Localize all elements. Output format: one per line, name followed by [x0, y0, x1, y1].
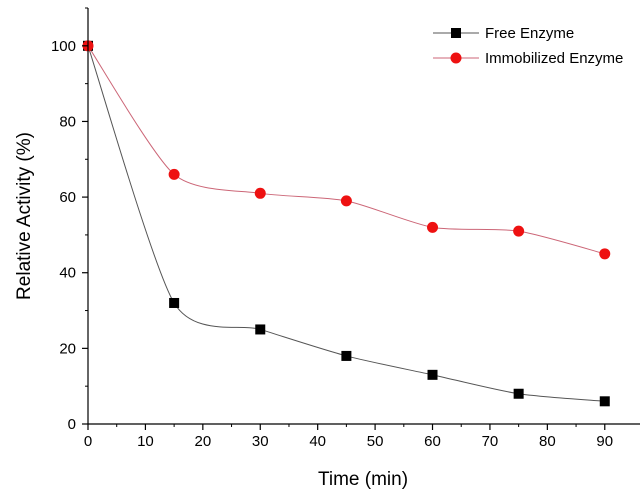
tick-labels: 0 10 20 30 40 50 60 70 80 90 0 20 40 60 80 100 [51, 38, 613, 450]
y-tick-label: 0 [68, 416, 76, 433]
x-tick-label: 0 [84, 433, 92, 450]
y-axis-title: Relative Activity (%) [14, 132, 35, 300]
x-tick-label: 90 [596, 433, 613, 450]
series-line-1 [87, 45, 605, 255]
series-lines [87, 45, 605, 402]
x-tick-label: 80 [539, 433, 556, 450]
data-point-series-0 [427, 369, 438, 380]
data-point-series-1 [513, 225, 525, 237]
legend-label: Immobilized Enzyme [485, 50, 623, 67]
data-point-series-0 [341, 350, 352, 361]
x-tick-label: 50 [367, 433, 384, 450]
legend: Free Enzyme Immobilized Enzyme [433, 25, 623, 67]
x-tick-label: 40 [309, 433, 326, 450]
y-tick-label: 60 [59, 189, 76, 206]
x-axis-title: Time (min) [318, 469, 408, 490]
data-point-series-1 [427, 221, 439, 233]
data-point-series-0 [255, 324, 266, 335]
legend-marker-1 [450, 52, 462, 64]
data-point-series-0 [513, 388, 524, 399]
data-point-series-1 [340, 195, 352, 207]
data-point-series-1 [599, 248, 611, 260]
data-point-series-0 [169, 297, 180, 308]
y-tick-label: 20 [59, 340, 76, 357]
series-markers [82, 40, 611, 407]
x-tick-label: 20 [194, 433, 211, 450]
data-point-series-0 [599, 396, 610, 407]
data-point-series-1 [168, 168, 180, 180]
x-tick-label: 60 [424, 433, 441, 450]
axes [87, 8, 640, 425]
ticks [82, 7, 606, 430]
x-tick-label: 10 [137, 433, 154, 450]
data-point-series-1 [254, 187, 266, 199]
y-tick-label: 100 [51, 38, 76, 55]
legend-label: Free Enzyme [485, 25, 574, 42]
legend-marker-0 [451, 28, 461, 38]
x-tick-label: 30 [252, 433, 269, 450]
y-tick-label: 80 [59, 113, 76, 130]
y-tick-label: 40 [59, 265, 76, 282]
series-line-0 [87, 45, 605, 402]
x-tick-label: 70 [482, 433, 499, 450]
